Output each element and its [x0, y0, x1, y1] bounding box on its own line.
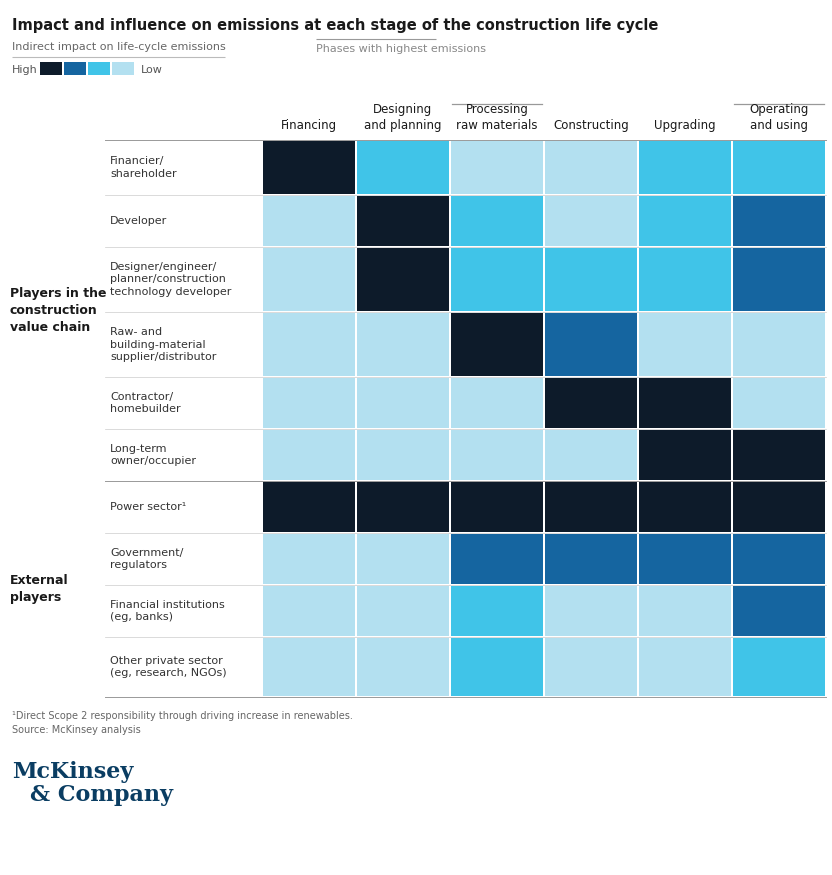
Bar	[639, 248, 731, 311]
Bar	[64, 62, 86, 75]
Bar	[357, 248, 449, 311]
Bar	[733, 141, 825, 194]
Text: Processing
raw materials: Processing raw materials	[456, 103, 537, 132]
Bar	[545, 141, 637, 194]
Bar	[639, 586, 731, 636]
Bar	[88, 62, 110, 75]
Bar	[263, 378, 355, 428]
Text: Constructing: Constructing	[553, 119, 629, 132]
Bar	[451, 430, 543, 480]
Bar	[263, 141, 355, 194]
Text: Phases with highest emissions: Phases with highest emissions	[316, 44, 486, 54]
Bar	[357, 534, 449, 584]
Bar	[639, 534, 731, 584]
Bar	[451, 482, 543, 532]
Bar	[545, 638, 637, 696]
Bar	[545, 534, 637, 584]
Bar	[263, 248, 355, 311]
Bar	[451, 534, 543, 584]
Bar	[545, 430, 637, 480]
Text: High: High	[12, 65, 37, 75]
Bar	[545, 196, 637, 246]
Bar	[357, 196, 449, 246]
Text: Other private sector
(eg, research, NGOs): Other private sector (eg, research, NGOs…	[110, 655, 226, 678]
Text: Indirect impact on life-cycle emissions: Indirect impact on life-cycle emissions	[12, 42, 225, 52]
Text: Low: Low	[141, 65, 163, 75]
Bar	[733, 196, 825, 246]
Bar	[357, 141, 449, 194]
Bar	[733, 313, 825, 376]
Bar	[545, 378, 637, 428]
Bar	[733, 586, 825, 636]
Text: Raw- and
building-material
supplier/distributor: Raw- and building-material supplier/dist…	[110, 327, 216, 362]
Bar	[733, 430, 825, 480]
Bar	[451, 196, 543, 246]
Text: Operating
and using: Operating and using	[750, 103, 809, 132]
Text: Financial institutions
(eg, banks): Financial institutions (eg, banks)	[110, 599, 225, 622]
Bar	[357, 378, 449, 428]
Bar	[733, 248, 825, 311]
Bar	[263, 534, 355, 584]
Bar	[451, 586, 543, 636]
Bar	[545, 313, 637, 376]
Text: Long-term
owner/occupier: Long-term owner/occupier	[110, 444, 196, 466]
Text: External
players: External players	[10, 574, 68, 604]
Bar	[639, 378, 731, 428]
Bar	[451, 141, 543, 194]
Bar	[451, 313, 543, 376]
Bar	[263, 430, 355, 480]
Bar	[639, 482, 731, 532]
Bar	[451, 638, 543, 696]
Bar	[357, 638, 449, 696]
Text: Contractor/
homebuilder: Contractor/ homebuilder	[110, 392, 181, 414]
Text: Players in the
construction
value chain: Players in the construction value chain	[10, 287, 106, 334]
Bar	[357, 482, 449, 532]
Bar	[263, 638, 355, 696]
Bar	[112, 62, 134, 75]
Bar	[733, 534, 825, 584]
Text: Upgrading: Upgrading	[654, 119, 716, 132]
Text: Financier/
shareholder: Financier/ shareholder	[110, 157, 176, 178]
Bar	[639, 141, 731, 194]
Bar	[639, 638, 731, 696]
Bar	[263, 482, 355, 532]
Text: ¹Direct Scope 2 responsibility through driving increase in renewables.: ¹Direct Scope 2 responsibility through d…	[12, 711, 353, 721]
Bar	[357, 313, 449, 376]
Text: Financing: Financing	[281, 119, 337, 132]
Text: Developer: Developer	[110, 216, 167, 226]
Bar	[263, 196, 355, 246]
Text: McKinsey: McKinsey	[12, 761, 133, 783]
Bar	[639, 430, 731, 480]
Bar	[733, 482, 825, 532]
Bar	[733, 638, 825, 696]
Bar	[357, 586, 449, 636]
Bar	[451, 248, 543, 311]
Bar	[451, 378, 543, 428]
Bar	[545, 248, 637, 311]
Bar	[40, 62, 62, 75]
Bar	[639, 196, 731, 246]
Text: Designing
and planning: Designing and planning	[364, 103, 442, 132]
Bar	[733, 378, 825, 428]
Bar	[545, 586, 637, 636]
Bar	[545, 482, 637, 532]
Bar	[263, 313, 355, 376]
Text: & Company: & Company	[30, 784, 173, 806]
Text: Source: McKinsey analysis: Source: McKinsey analysis	[12, 725, 141, 735]
Bar	[357, 430, 449, 480]
Text: Power sector¹: Power sector¹	[110, 502, 186, 512]
Bar	[639, 313, 731, 376]
Bar	[263, 586, 355, 636]
Text: Designer/engineer/
planner/construction
technology developer: Designer/engineer/ planner/construction …	[110, 262, 231, 297]
Text: Government/
regulators: Government/ regulators	[110, 548, 183, 570]
Text: Impact and influence on emissions at each stage of the construction life cycle: Impact and influence on emissions at eac…	[12, 18, 658, 33]
